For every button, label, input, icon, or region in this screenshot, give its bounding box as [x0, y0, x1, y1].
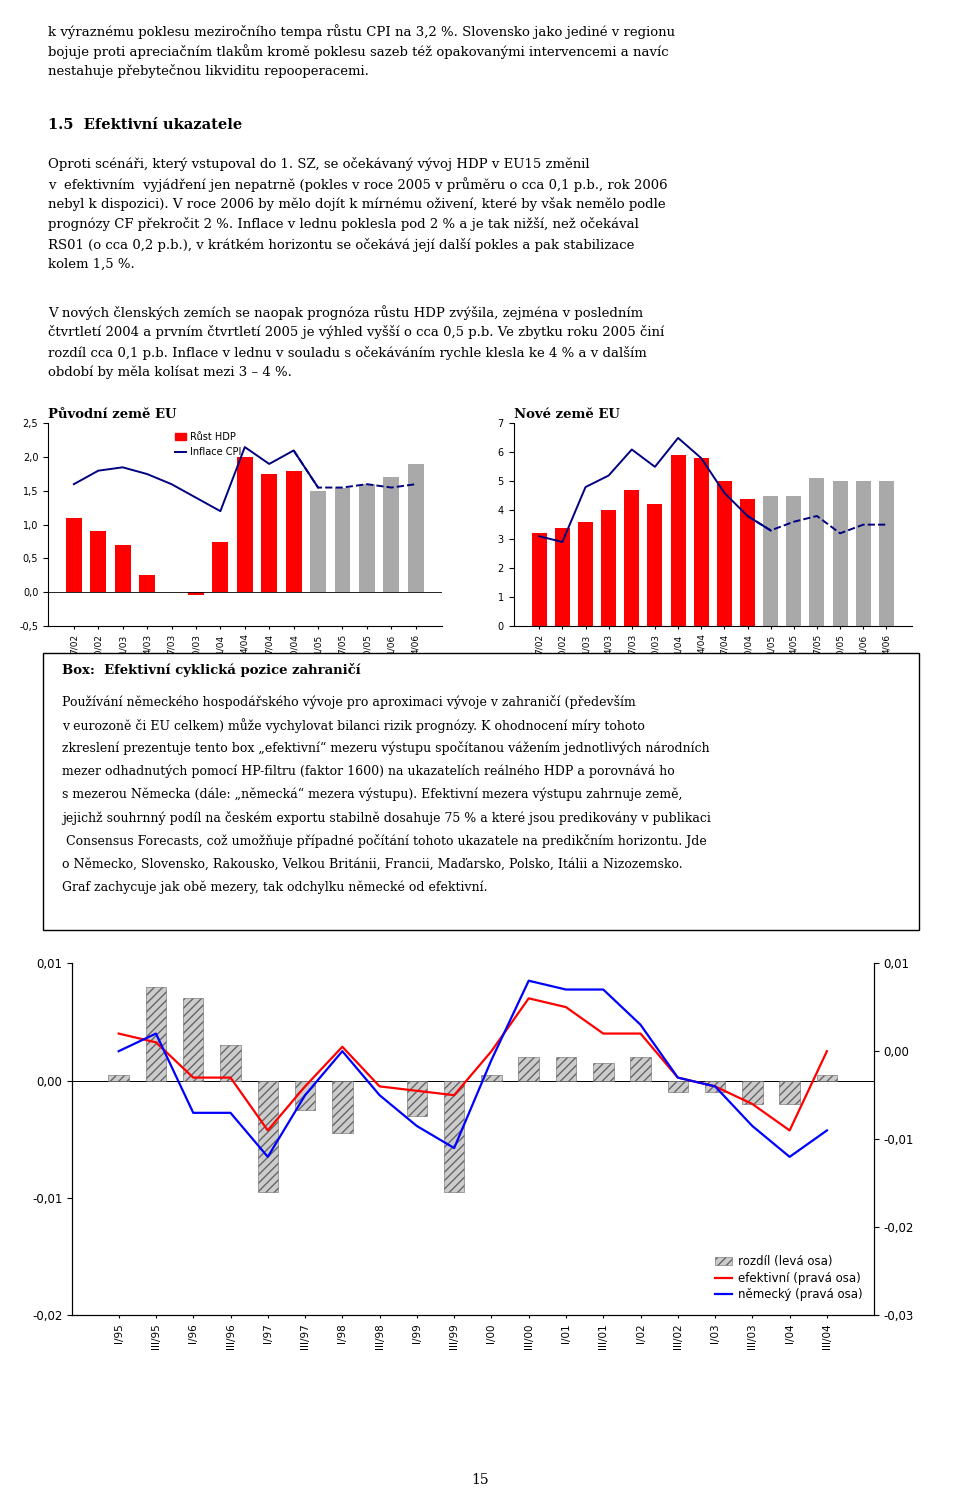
Bar [407, 1081, 427, 1115]
Bar [90, 532, 107, 592]
Text: rozdíl cca 0,1 p.b. Inflace v lednu v souladu s očekáváním rychle klesla ke 4 % : rozdíl cca 0,1 p.b. Inflace v lednu v so… [48, 346, 647, 360]
Legend: Růst HDP, Inflace CPI: Růst HDP, Inflace CPI [171, 429, 246, 462]
Text: Používání německého hospodářského vývoje pro aproximaci vývoje v zahraničí (před: Používání německého hospodářského vývoje… [62, 696, 636, 709]
Bar [212, 541, 228, 592]
Bar [518, 1057, 539, 1081]
Text: 15: 15 [471, 1474, 489, 1487]
Text: nestahuje přebytečnou likviditu repooperacemi.: nestahuje přebytečnou likviditu repooper… [48, 64, 369, 78]
FancyBboxPatch shape [43, 654, 919, 929]
Bar [601, 510, 616, 627]
Text: prognózy CF překročit 2 %. Inflace v lednu poklesla pod 2 % a je tak nižší, než : prognózy CF překročit 2 %. Inflace v led… [48, 217, 638, 231]
Bar [481, 1075, 502, 1081]
Bar [717, 481, 732, 627]
Text: v  efektivním  vyjádření jen nepatrně (pokles v roce 2005 v průměru o cca 0,1 p.: v efektivním vyjádření jen nepatrně (pok… [48, 177, 667, 192]
Bar [855, 481, 871, 627]
Bar [705, 1081, 726, 1093]
Bar [878, 481, 894, 627]
Text: s mezerou Německa (dále: „německá“ mezera výstupu). Efektivní mezera výstupu zah: s mezerou Německa (dále: „německá“ mezer… [62, 788, 683, 802]
Bar [359, 484, 374, 592]
Text: čtvrtletí 2004 a prvním čtvrtletí 2005 je výhled vyšší o cca 0,5 p.b. Ve zbytku : čtvrtletí 2004 a prvním čtvrtletí 2005 j… [48, 325, 664, 339]
Bar [809, 478, 825, 627]
Bar [578, 522, 593, 627]
Text: V nových členských zemích se naopak prognóza růstu HDP zvýšila, zejména v posled: V nových členských zemích se naopak prog… [48, 306, 643, 319]
Text: RS01 (o cca 0,2 p.b.), v krátkém horizontu se očekává její další pokles a pak st: RS01 (o cca 0,2 p.b.), v krátkém horizon… [48, 238, 635, 252]
Bar [667, 1081, 688, 1093]
Bar [593, 1063, 613, 1081]
Bar [740, 499, 755, 627]
Text: Původní země EU: Původní země EU [48, 408, 177, 421]
Bar [532, 534, 547, 627]
Text: mezer odhadnutých pomocí HP-filtru (faktor 1600) na ukazatelích reálného HDP a p: mezer odhadnutých pomocí HP-filtru (fakt… [62, 764, 675, 778]
Text: Consensus Forecasts, což umožňuje případné počítání tohoto ukazatele na predikčn: Consensus Forecasts, což umožňuje případ… [62, 835, 708, 848]
Bar [742, 1081, 762, 1105]
Text: zkreslení prezentuje tento box „efektivní“ mezeru výstupu spočítanou vážením jed: zkreslení prezentuje tento box „efektivn… [62, 742, 710, 755]
Bar [108, 1075, 129, 1081]
Bar [631, 1057, 651, 1081]
Bar [220, 1045, 241, 1081]
Text: nebyl k dispozici). V roce 2006 by mělo dojít k mírnému oživení, které by však n: nebyl k dispozici). V roce 2006 by mělo … [48, 198, 665, 211]
Bar [286, 471, 301, 592]
Bar [694, 459, 708, 627]
Bar [444, 1081, 465, 1192]
Bar [780, 1081, 800, 1105]
Bar [334, 487, 350, 592]
Text: v eurozoně či EU celkem) může vychylovat bilanci rizik prognózy. K ohodnocení mí: v eurozoně či EU celkem) může vychylovat… [62, 718, 645, 733]
Bar [817, 1075, 837, 1081]
Text: bojuje proti apreciačním tlakům kromě poklesu sazeb též opakovanými intervencemi: bojuje proti apreciačním tlakům kromě po… [48, 43, 668, 58]
Legend: rozdíl (levá osa), efektivní (pravá osa), německý (pravá osa): rozdíl (levá osa), efektivní (pravá osa)… [710, 1250, 868, 1306]
Text: Oproti scénáři, který vstupoval do 1. SZ, se očekávaný vývoj HDP v EU15 změnil: Oproti scénáři, který vstupoval do 1. SZ… [48, 157, 589, 171]
Text: kolem 1,5 %.: kolem 1,5 %. [48, 258, 134, 271]
Bar [139, 576, 156, 592]
Bar [188, 592, 204, 595]
Text: Graf zachycuje jak obě mezery, tak odchylku německé od efektivní.: Graf zachycuje jak obě mezery, tak odchy… [62, 881, 488, 895]
Bar [66, 519, 82, 592]
Bar [647, 505, 662, 627]
Text: o Německo, Slovensko, Rakousko, Velkou Británii, Francii, Maďarsko, Polsko, Itál: o Německo, Slovensko, Rakousko, Velkou B… [62, 857, 683, 871]
Bar [332, 1081, 352, 1133]
Bar [146, 986, 166, 1081]
Bar [183, 998, 204, 1081]
Bar [257, 1081, 278, 1192]
Bar [832, 481, 848, 627]
Bar [556, 1057, 576, 1081]
Bar [624, 490, 639, 627]
Bar [763, 496, 779, 627]
Text: období by měla kolísat mezi 3 – 4 %.: období by měla kolísat mezi 3 – 4 %. [48, 366, 292, 379]
Bar [261, 474, 277, 592]
Bar [115, 546, 131, 592]
Bar [555, 528, 570, 627]
Bar [671, 456, 685, 627]
Text: k výraznému poklesu meziročního tempa růstu CPI na 3,2 %. Slovensko jako jediné : k výraznému poklesu meziročního tempa rů… [48, 24, 675, 39]
Bar [786, 496, 802, 627]
Text: 1.5  Efektivní ukazatele: 1.5 Efektivní ukazatele [48, 118, 242, 132]
Text: Box:  Efektivní cyklická pozice zahraničí: Box: Efektivní cyklická pozice zahraničí [62, 664, 361, 678]
Bar [237, 457, 252, 592]
Bar [295, 1081, 315, 1109]
Bar [408, 465, 423, 592]
Bar [310, 492, 326, 592]
Text: jejichž souhrnný podíl na českém exportu stabilně dosahuje 75 % a které jsou pre: jejichž souhrnný podíl na českém exportu… [62, 811, 711, 824]
Bar [383, 478, 399, 592]
Text: Nové země EU: Nové země EU [514, 408, 619, 421]
